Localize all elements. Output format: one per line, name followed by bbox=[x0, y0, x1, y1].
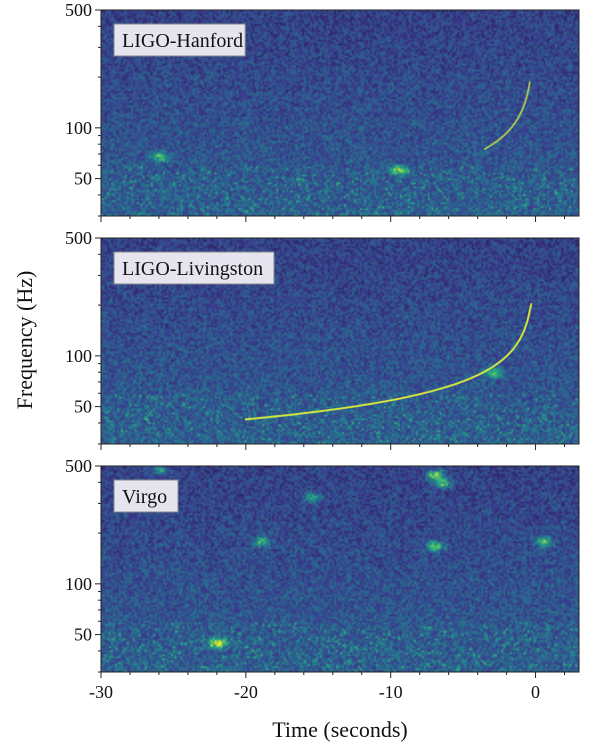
x-tick-label: -10 bbox=[379, 682, 403, 702]
panel-label: Virgo bbox=[122, 486, 167, 508]
chirp-core-2 bbox=[245, 303, 532, 420]
panel-frame-2 bbox=[100, 237, 580, 445]
y-tick-label: 100 bbox=[65, 574, 92, 594]
panel-frame-1 bbox=[100, 9, 580, 217]
x-tick-label: -30 bbox=[89, 682, 113, 702]
x-tick-label: -20 bbox=[234, 682, 258, 702]
panel-label: LIGO-Hanford bbox=[122, 30, 243, 52]
x-tick-label: 0 bbox=[531, 682, 540, 702]
panel-label-box bbox=[113, 251, 275, 285]
y-axis-title: Frequency (Hz) bbox=[12, 271, 37, 410]
y-tick-label: 50 bbox=[74, 169, 92, 189]
y-tick-label: 100 bbox=[65, 118, 92, 138]
y-tick-label: 100 bbox=[65, 346, 92, 366]
panel-label-box bbox=[113, 479, 179, 513]
y-tick-label: 50 bbox=[74, 397, 92, 417]
y-tick-label: 50 bbox=[74, 625, 92, 645]
panel-label: LIGO-Livingston bbox=[122, 258, 263, 280]
y-tick-label: 500 bbox=[65, 228, 92, 248]
y-tick-label: 500 bbox=[65, 0, 92, 20]
y-tick-label: 500 bbox=[65, 456, 92, 476]
chirp-core-1 bbox=[484, 82, 531, 150]
spectrogram-panel-3 bbox=[101, 466, 579, 672]
panel-label-box bbox=[113, 23, 246, 57]
x-axis-title: Time (seconds) bbox=[272, 717, 407, 742]
panel-frame-3 bbox=[100, 465, 580, 673]
